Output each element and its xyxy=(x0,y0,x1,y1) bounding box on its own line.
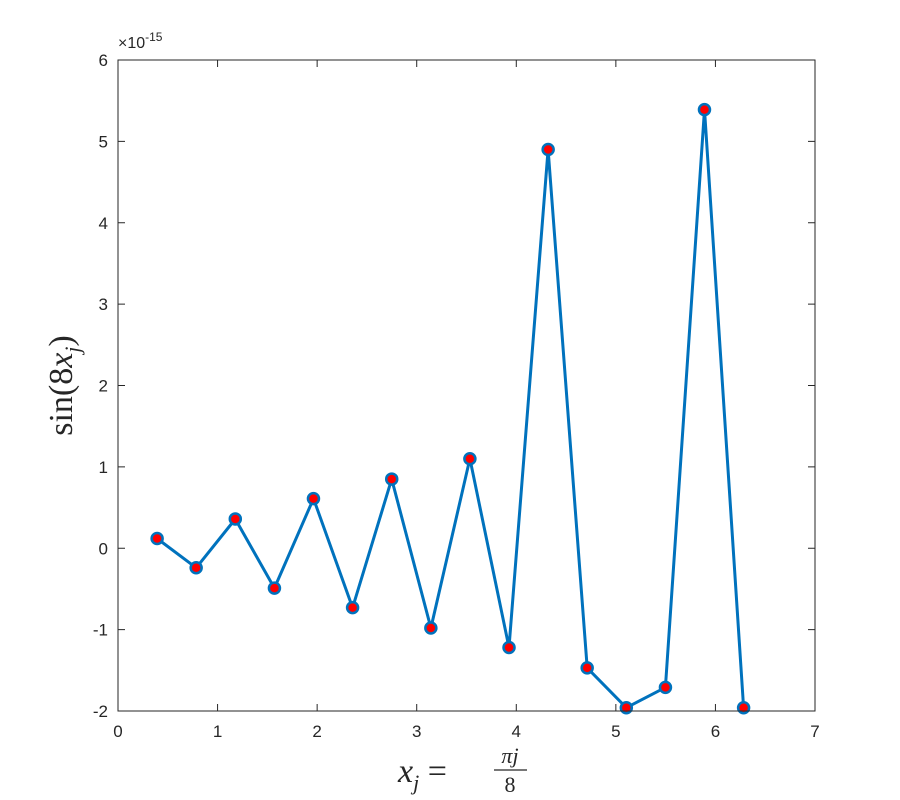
y-tick-label: 5 xyxy=(99,132,108,151)
data-point xyxy=(697,102,712,117)
data-point xyxy=(619,700,634,715)
data-point xyxy=(345,600,360,615)
tick-marks xyxy=(117,59,816,712)
data-point xyxy=(502,640,516,655)
y-tick-label: -2 xyxy=(93,702,108,721)
y-axis-label: sin(8xj) xyxy=(43,335,85,436)
data-point xyxy=(658,680,673,695)
x-axis-label-numerator: πj xyxy=(501,743,518,768)
x-tick-label: 6 xyxy=(711,722,720,741)
x-axis-label: xj = πj 8 xyxy=(397,743,527,797)
data-point xyxy=(541,142,555,157)
data-point xyxy=(228,512,243,526)
x-axis-label-lhs: xj = xyxy=(397,753,447,795)
data-point xyxy=(384,472,399,486)
data-point xyxy=(306,491,321,506)
data-point xyxy=(463,451,477,466)
y-tick-label: 1 xyxy=(99,458,108,477)
plot-area-frame xyxy=(117,59,816,712)
series-layer xyxy=(150,102,751,715)
y-tick-label: 4 xyxy=(99,214,108,233)
data-point xyxy=(189,561,203,575)
x-axis-label-denominator: 8 xyxy=(505,772,516,797)
data-point xyxy=(150,531,164,546)
x-tick-label: 3 xyxy=(412,722,421,741)
y-exponent-label: ×10-15 xyxy=(118,30,163,52)
x-tick-label: 5 xyxy=(611,722,620,741)
x-tick-label: 2 xyxy=(312,722,321,741)
x-tick-label: 7 xyxy=(810,722,819,741)
x-tick-label: 1 xyxy=(213,722,222,741)
x-tick-label: 4 xyxy=(512,722,521,741)
x-tick-label: 0 xyxy=(113,722,122,741)
y-tick-label: -1 xyxy=(93,621,108,640)
y-tick-label: 2 xyxy=(99,377,108,396)
data-point xyxy=(736,700,751,715)
y-tick-label: 0 xyxy=(99,539,108,558)
series-line xyxy=(156,108,746,710)
data-point xyxy=(580,661,594,675)
y-tick-label: 6 xyxy=(99,51,108,70)
data-point xyxy=(424,621,438,635)
y-tick-label: 3 xyxy=(99,295,108,314)
data-point xyxy=(267,581,282,595)
tick-labels: 0 1 2 3 4 5 6 7 -2 -1 0 1 2 3 4 5 6 xyxy=(93,51,820,741)
